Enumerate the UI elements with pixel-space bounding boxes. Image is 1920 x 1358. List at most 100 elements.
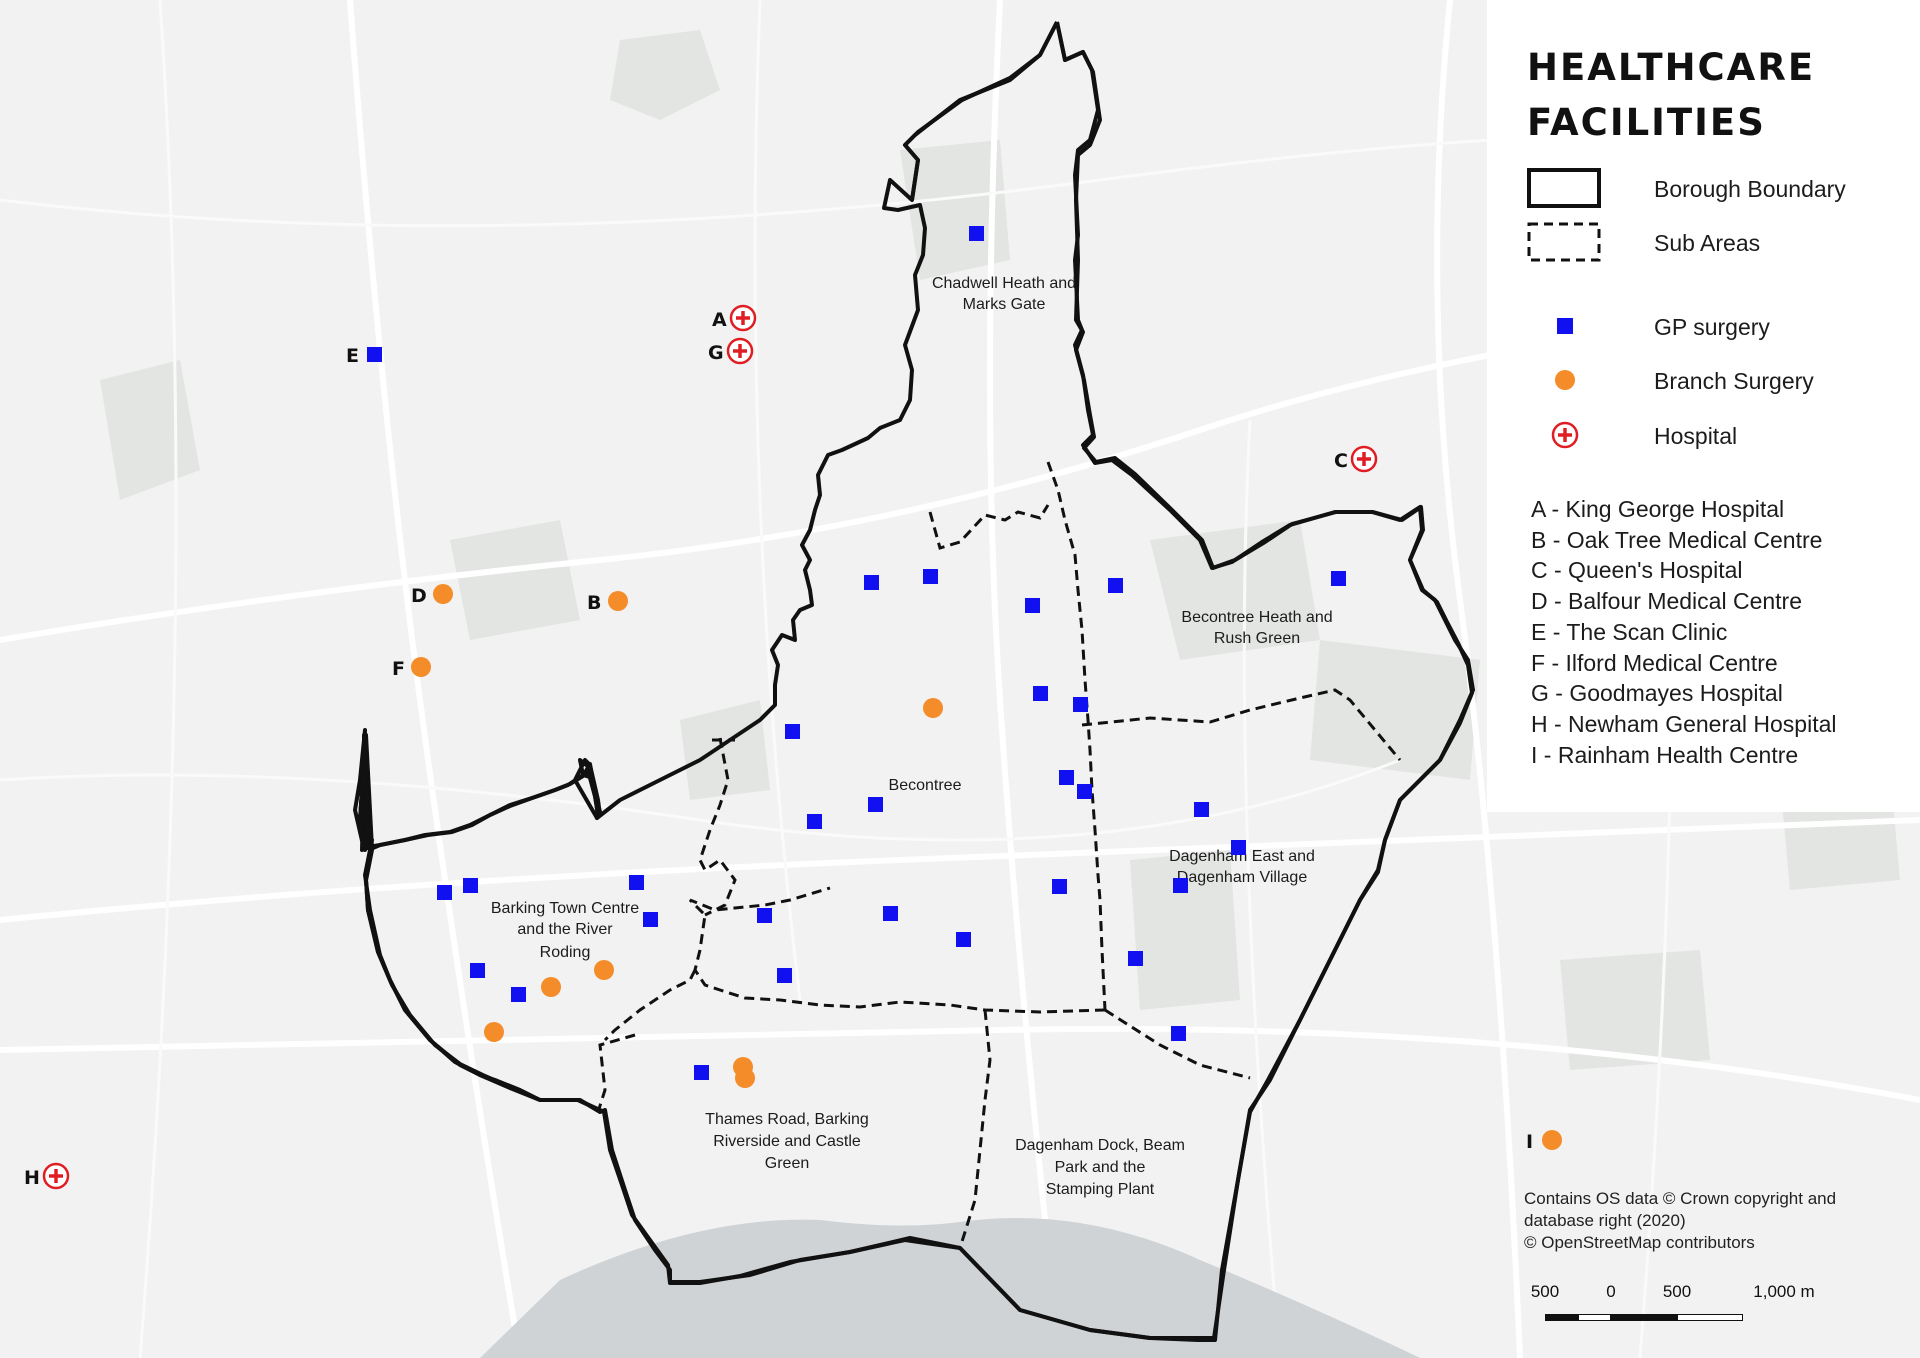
facility-key-item: I - Rainham Health Centre [1531,741,1799,768]
branch-circle-icon [1555,370,1575,390]
gp-surgery-marker[interactable] [463,878,478,893]
label-chadwell-line2: Marks Gate [963,296,1046,313]
facility-key-item: G - Goodmayes Hospital [1531,680,1783,707]
borough-boundary-north-patch [903,21,1059,201]
gp-surgery-marker[interactable] [1331,571,1346,586]
label-thames-line2: Riverside and Castle [713,1133,861,1150]
gp-surgery-marker[interactable] [864,575,879,590]
scale-label: 1,000 m [1753,1282,1815,1301]
attribution-line: © OpenStreetMap contributors [1524,1233,1755,1252]
gp-surgery-marker[interactable] [470,963,485,978]
label-becontree: Becontree [889,777,962,794]
marker-letter-g: G [708,342,724,364]
gp-surgery-marker[interactable] [1033,686,1048,701]
gp-square-icon [1557,318,1573,334]
hospital-marker-h[interactable] [42,1162,70,1190]
gp-surgery-marker[interactable] [1128,951,1143,966]
gp-surgery-marker[interactable] [757,908,772,923]
gp-surgery-marker[interactable] [956,932,971,947]
gp-surgery-marker[interactable] [1059,770,1074,785]
facility-key-item: D - Balfour Medical Centre [1531,588,1802,615]
label-chadwell-line1: Chadwell Heath and [932,275,1076,292]
scale-segment [1578,1314,1611,1321]
legend-panel: HEALTHCARE FACILITIES Borough Boundary S… [1487,0,1920,812]
gp-surgery-marker[interactable] [1077,784,1092,799]
marker-letter-d: D [411,585,427,607]
gp-surgery-marker[interactable] [777,968,792,983]
branch-surgery-marker[interactable] [594,960,614,980]
river-thames [480,1217,1420,1358]
gp-surgery-marker[interactable] [1025,598,1040,613]
hospital-marker-a[interactable] [729,304,757,332]
branch-surgery-marker[interactable] [433,584,453,604]
label-thames-line1: Thames Road, Barking [705,1111,869,1128]
scale-segment [1677,1314,1743,1321]
legend-label-gp: GP surgery [1654,314,1770,340]
gp-surgery-marker[interactable] [1052,879,1067,894]
label-dagenham-east-line1: Dagenham East and [1169,848,1315,865]
map-title: HEALTHCARE FACILITIES [1527,46,1816,144]
gp-surgery-marker[interactable] [1073,697,1088,712]
gp-surgery-marker[interactable] [1231,840,1246,855]
branch-surgery-marker[interactable] [484,1022,504,1042]
external-marker-letters: A G E C D B F H I [24,309,1533,1189]
label-dagenham-dock-line1: Dagenham Dock, Beam [1015,1137,1185,1154]
borough-boundary-swatch [1527,168,1601,208]
gp-surgery-marker[interactable] [923,569,938,584]
marker-letter-a: A [712,309,727,331]
facility-key-item: E - The Scan Clinic [1531,618,1728,645]
legend-label-branch: Branch Surgery [1654,368,1814,394]
gp-surgery-marker[interactable] [367,347,382,362]
gp-surgery-marker[interactable] [1173,878,1188,893]
gp-surgery-marker[interactable] [643,912,658,927]
gp-surgery-marker[interactable] [868,797,883,812]
legend-item-borough-boundary: Borough Boundary [1527,168,1907,208]
gp-surgery-marker[interactable] [785,724,800,739]
facility-key-item: B - Oak Tree Medical Centre [1531,526,1823,553]
label-dagenham-dock-line2: Park and the [1055,1159,1146,1176]
branch-surgery-marker[interactable] [923,698,943,718]
gp-surgery-marker[interactable] [629,875,644,890]
sub-area-labels: Chadwell Heath and Marks Gate Becontree … [491,275,1333,1198]
hospital-marker-c[interactable] [1350,445,1378,473]
scale-label: 0 [1606,1282,1616,1301]
map-attribution: Contains OS data © Crown copyright and d… [1524,1188,1904,1254]
label-barking-line2: and the River [517,921,613,938]
basemap-green-areas [100,30,1900,1070]
legend-label-subareas: Sub Areas [1654,230,1761,256]
hospital-marker-g[interactable] [726,337,754,365]
gp-surgery-marker[interactable] [969,226,984,241]
label-barking-line1: Barking Town Centre [491,900,639,917]
marker-letter-i: I [1526,1131,1533,1153]
legend-label-boundary: Borough Boundary [1654,176,1846,202]
label-barking-line3: Roding [540,944,591,961]
label-becontree-heath-line2: Rush Green [1214,630,1300,647]
gp-surgery-marker[interactable] [807,814,822,829]
scale-label: 500 [1530,1282,1560,1301]
label-dagenham-east-line2: Dagenham Village [1177,869,1308,886]
branch-surgery-marker[interactable] [541,977,561,997]
scale-segment [1611,1314,1677,1321]
attribution-line: database right (2020) [1524,1211,1686,1230]
scale-segment [1545,1314,1578,1321]
branch-surgery-marker[interactable] [735,1068,755,1088]
gp-surgery-marker[interactable] [1171,1026,1186,1041]
marker-letter-c: C [1334,450,1348,472]
scale-bar: 500 0 500 1,000 m [1520,1282,1820,1332]
gp-surgery-marker[interactable] [694,1065,709,1080]
gp-surgery-marker[interactable] [1194,802,1209,817]
branch-surgery-marker[interactable] [1542,1130,1562,1150]
facility-key-list: A - King George Hospital B - Oak Tree Me… [1531,494,1837,770]
branch-surgery-marker[interactable] [608,591,628,611]
gp-surgeries [367,226,1346,1080]
branch-surgery-marker[interactable] [411,657,431,677]
scale-label: 500 [1662,1282,1692,1301]
gp-surgery-marker[interactable] [1108,578,1123,593]
legend-label-hospital: Hospital [1654,423,1738,449]
gp-surgery-marker[interactable] [511,987,526,1002]
label-dagenham-dock-line3: Stamping Plant [1046,1181,1155,1198]
hospital-cross-icon [1551,421,1579,449]
gp-surgery-marker[interactable] [883,906,898,921]
gp-surgery-marker[interactable] [437,885,452,900]
legend-item-sub-areas: Sub Areas [1527,222,1907,262]
